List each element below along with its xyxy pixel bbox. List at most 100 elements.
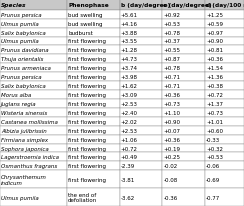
Text: +1.06: +1.06 — [121, 137, 138, 142]
Bar — [67, 171, 120, 188]
Text: +5.61: +5.61 — [121, 13, 138, 18]
Bar — [0, 11, 67, 20]
Text: budburst: budburst — [68, 30, 93, 35]
Text: Prunus armeniaca: Prunus armeniaca — [1, 66, 51, 71]
Text: -0.06: -0.06 — [206, 164, 220, 169]
Text: first flowering: first flowering — [68, 137, 106, 142]
Bar — [0, 144, 67, 153]
Text: +0.97: +0.97 — [206, 30, 223, 35]
Text: bud swelling: bud swelling — [68, 13, 102, 18]
Bar — [120, 28, 162, 37]
Text: +0.19: +0.19 — [163, 146, 180, 151]
Text: first flowering: first flowering — [68, 57, 106, 62]
Bar — [0, 135, 67, 144]
Bar — [205, 144, 244, 153]
Text: +0.71: +0.71 — [163, 84, 180, 89]
Text: +0.36: +0.36 — [206, 57, 223, 62]
Bar — [205, 162, 244, 171]
Bar — [120, 171, 162, 188]
Bar — [0, 73, 67, 82]
Text: +0.25: +0.25 — [163, 155, 180, 160]
Text: +0.81: +0.81 — [206, 48, 223, 53]
Bar — [205, 108, 244, 117]
Bar — [205, 135, 244, 144]
Bar — [67, 144, 120, 153]
Text: Firmiana simplex: Firmiana simplex — [1, 137, 48, 142]
Bar — [67, 99, 120, 108]
Text: +3.88: +3.88 — [121, 30, 138, 35]
Text: +1.62: +1.62 — [121, 84, 138, 89]
Bar — [162, 171, 205, 188]
Text: +2.02: +2.02 — [121, 119, 138, 124]
Bar — [162, 0, 205, 11]
Text: Prunus davidiana: Prunus davidiana — [1, 48, 49, 53]
Text: +1.25: +1.25 — [206, 13, 223, 18]
Text: Prunus persica: Prunus persica — [1, 75, 41, 80]
Bar — [120, 188, 162, 206]
Text: +0.73: +0.73 — [163, 101, 180, 107]
Bar — [67, 28, 120, 37]
Text: Juglans regia: Juglans regia — [1, 101, 37, 107]
Bar — [0, 28, 67, 37]
Text: first flowering: first flowering — [68, 92, 106, 97]
Bar — [162, 126, 205, 135]
Text: Thuja orientalis: Thuja orientalis — [1, 57, 43, 62]
Bar — [120, 82, 162, 91]
Bar — [162, 91, 205, 99]
Text: -0.33: -0.33 — [206, 137, 220, 142]
Bar — [120, 91, 162, 99]
Bar — [162, 64, 205, 73]
Bar — [120, 55, 162, 64]
Bar — [120, 99, 162, 108]
Text: first flowering: first flowering — [68, 39, 106, 44]
Bar — [162, 73, 205, 82]
Bar — [205, 0, 244, 11]
Bar — [120, 117, 162, 126]
Bar — [67, 37, 120, 46]
Text: +0.53: +0.53 — [163, 22, 180, 27]
Bar — [67, 73, 120, 82]
Bar — [120, 126, 162, 135]
Text: -3.62: -3.62 — [121, 195, 135, 200]
Text: +4.73: +4.73 — [121, 57, 138, 62]
Bar — [162, 135, 205, 144]
Text: first flowering: first flowering — [68, 146, 106, 151]
Bar — [0, 82, 67, 91]
Text: Prunus persica: Prunus persica — [1, 13, 41, 18]
Text: -0.36: -0.36 — [163, 195, 177, 200]
Text: first flowering: first flowering — [68, 119, 106, 124]
Bar — [205, 11, 244, 20]
Bar — [205, 37, 244, 46]
Text: -0.08: -0.08 — [163, 177, 177, 182]
Bar — [120, 135, 162, 144]
Text: -0.02: -0.02 — [163, 164, 177, 169]
Bar — [162, 153, 205, 162]
Text: d (day/100 m): d (day/100 m) — [206, 3, 244, 8]
Bar — [0, 37, 67, 46]
Bar — [205, 153, 244, 162]
Text: +2.53: +2.53 — [121, 128, 138, 133]
Bar — [120, 73, 162, 82]
Bar — [205, 55, 244, 64]
Text: +1.54: +1.54 — [206, 66, 223, 71]
Bar — [0, 108, 67, 117]
Text: first flowering: first flowering — [68, 84, 106, 89]
Bar — [162, 46, 205, 55]
Bar — [67, 108, 120, 117]
Bar — [0, 188, 67, 206]
Bar — [0, 46, 67, 55]
Bar — [162, 28, 205, 37]
Bar — [205, 20, 244, 28]
Bar — [162, 11, 205, 20]
Bar — [67, 126, 120, 135]
Bar — [67, 91, 120, 99]
Bar — [120, 0, 162, 11]
Bar — [120, 162, 162, 171]
Text: +1.28: +1.28 — [121, 48, 138, 53]
Bar — [162, 117, 205, 126]
Bar — [162, 188, 205, 206]
Text: +1.01: +1.01 — [206, 119, 223, 124]
Text: +0.36: +0.36 — [163, 137, 180, 142]
Bar — [67, 0, 120, 11]
Text: +0.72: +0.72 — [206, 92, 223, 97]
